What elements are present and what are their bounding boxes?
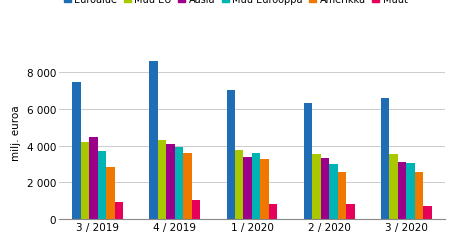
Bar xyxy=(149,62,158,219)
Bar xyxy=(261,160,269,219)
Bar xyxy=(183,153,192,219)
Bar xyxy=(321,159,329,219)
Bar xyxy=(338,173,346,219)
Bar xyxy=(81,142,89,219)
Bar xyxy=(98,151,106,219)
Bar xyxy=(312,154,321,219)
Bar xyxy=(346,205,355,219)
Bar xyxy=(166,144,175,219)
Bar xyxy=(106,167,114,219)
Y-axis label: milj. euroa: milj. euroa xyxy=(11,105,21,160)
Bar xyxy=(252,153,261,219)
Bar xyxy=(398,163,406,219)
Bar xyxy=(406,163,415,219)
Bar xyxy=(72,83,81,219)
Bar xyxy=(158,141,166,219)
Bar xyxy=(175,148,183,219)
Bar xyxy=(390,154,398,219)
Bar xyxy=(235,151,243,219)
Bar xyxy=(415,173,423,219)
Bar xyxy=(192,200,200,219)
Bar xyxy=(114,202,123,219)
Bar xyxy=(381,99,390,219)
Legend: Euroalue, Muu EU, Aasia, Muu Eurooppa, Amerikka, Muut: Euroalue, Muu EU, Aasia, Muu Eurooppa, A… xyxy=(64,0,407,5)
Bar xyxy=(89,138,98,219)
Bar xyxy=(423,206,432,219)
Bar xyxy=(243,157,252,219)
Bar xyxy=(304,104,312,219)
Bar xyxy=(227,91,235,219)
Bar xyxy=(269,205,277,219)
Bar xyxy=(329,164,338,219)
